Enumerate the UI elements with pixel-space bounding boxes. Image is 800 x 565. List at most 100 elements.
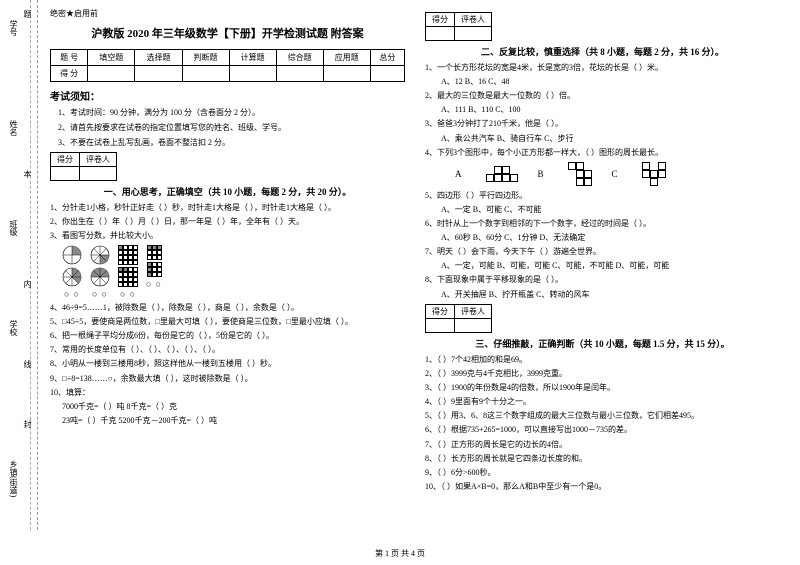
pie-1a [62, 245, 82, 265]
s3q2: 2、（ ）3999克与4千克相比，3999克重。 [425, 368, 780, 379]
s2q6: 6、时针从上一个数字到相邻的下一个数字，经过的时间是（ ）。 [425, 218, 780, 229]
s1q10: 10、填算： [50, 387, 405, 398]
sidebar-xiangzhen: 乡镇(街道) [8, 460, 19, 497]
mini1-c1: 得分 [51, 153, 80, 167]
fraction-shapes: ○ ○ ○ ○ ○ ○ ○ ○ [62, 245, 405, 299]
shape-C [642, 162, 666, 186]
s2q2: 2、最大的三位数是最大一位数的（ ）倍。 [425, 90, 780, 101]
s3q1: 1、（ ）7个42相加的和是69。 [425, 354, 780, 365]
s1q1: 1、分针走1小格，秒针正好走（ ）秒，时针走1大格是（ ），时针走1大格是（ ）… [50, 202, 405, 213]
score-header-row: 题 号 填空题 选择题 判断题 计算题 综合题 应用题 总分 [51, 50, 405, 66]
s3q8: 8、（ ）长方形的周长就是它四条边长度的和。 [425, 453, 780, 464]
s2q8: 8、下面现象中属于平移现象的是（ ）。 [425, 274, 780, 285]
mini2-c1: 得分 [426, 13, 455, 27]
s3q6: 6、（ ）根据735+265=1000，可以直接写出1000－735的差。 [425, 424, 780, 435]
notice-1: 1、考试时间：90 分钟，满分为 100 分（含卷面分 2 分）。 [50, 107, 405, 118]
perimeter-shapes: A B C [455, 162, 780, 186]
sidebar-banji: 班级 [8, 220, 19, 236]
score-table: 题 号 填空题 选择题 判断题 计算题 综合题 应用题 总分 得 分 [50, 49, 405, 82]
s1q7: 7、常用的长度单位有（ ）、（ ）、（ ）、（ ）、（ ）。 [50, 344, 405, 355]
grid-1b [118, 267, 138, 287]
s2q8o: A、开关抽屉 B、拧开瓶盖 C、转动的风车 [441, 289, 780, 300]
s3q7: 7、（ ）正方形的周长是它的边长的4倍。 [425, 439, 780, 450]
pie-2b [90, 267, 110, 287]
s1q10a: 7000千克=（ ）吨 8千克=（ ）克 [50, 401, 405, 412]
mini3-c1: 得分 [426, 304, 455, 318]
s3q10: 10、（ ）如果A×B=0，那么A和B中至少有一个是0。 [425, 481, 780, 492]
s1q8: 8、小明从一楼到三楼用8秒，照这样他从一楼到五楼用（ ）秒。 [50, 358, 405, 369]
pie-group-1: ○ ○ [62, 245, 82, 299]
sc-v3[interactable] [182, 66, 229, 82]
mini2-v1[interactable] [426, 27, 455, 41]
s3q3: 3、（ ）1900的年份数是4的倍数，所以1900年是闰年。 [425, 382, 780, 393]
sc-h1: 填空题 [88, 50, 135, 66]
s2q5o: A、一定 B、可能 C、不可能 [441, 204, 780, 215]
sc-v2[interactable] [135, 66, 182, 82]
sc-v5[interactable] [276, 66, 323, 82]
mini-score-1: 得分评卷人 [50, 152, 117, 181]
mini3-v1[interactable] [426, 318, 455, 332]
mini1-c2: 评卷人 [80, 153, 117, 167]
pie-group-2: ○ ○ [90, 245, 110, 299]
sc-h7: 总分 [370, 50, 404, 66]
s2q6o: A、60秒 B、60分 C、1分钟 D、无法确定 [441, 232, 780, 243]
sidebar-xuexiao: 学校 [8, 320, 19, 336]
sec3-title: 三、仔细推敲，正确判断（共 10 小题，每题 1.5 分，共 15 分）。 [425, 337, 780, 350]
grid-2a [147, 245, 162, 260]
s1q2: 2、你出生在（ ）年（ ）月（ ）日，那一年是（ ）年，全年有（ ）天。 [50, 216, 405, 227]
ohoh-2: ○ ○ [92, 289, 108, 299]
grid-group-2: ○ ○ [146, 245, 162, 299]
mini3-c2: 评卷人 [455, 304, 492, 318]
sc-v7[interactable] [370, 66, 404, 82]
notice-title: 考试须知： [50, 88, 405, 103]
binding-sidebar: 学号 姓名 班级 学校 乡镇(街道) 题 本 内 线 封 [0, 0, 38, 530]
pie-2a [90, 245, 110, 265]
marker-xian: 线 [22, 360, 33, 368]
sc-v4[interactable] [229, 66, 276, 82]
s2q7: 7、明天（ ）会下雨，今天下午（ ）游遍全世界。 [425, 246, 780, 257]
shape-B [568, 162, 592, 186]
s2q3o: A、乘公共汽车 B、骑自行车 C、步行 [441, 133, 780, 144]
shape-A [486, 166, 518, 182]
sc-h3: 判断题 [182, 50, 229, 66]
ohoh-3: ○ ○ [120, 289, 136, 299]
sc-h0: 题 号 [51, 50, 88, 66]
s1q3: 3、看图写分数，并比较大小。 [50, 230, 405, 241]
s1q4: 4、46÷9=5……1，被除数是（ ），除数是（ ），商是（ ），余数是（ ）。 [50, 302, 405, 313]
sec1-title: 一、用心思考，正确填空（共 10 小题，每题 2 分，共 20 分）。 [50, 185, 405, 198]
mini-score-2: 得分评卷人 [425, 12, 492, 41]
s1q9: 9、□÷8=138……○，余数最大填（ ），这时被除数是（ ）。 [50, 373, 405, 384]
mini2-c2: 评卷人 [455, 13, 492, 27]
grid-group-1: ○ ○ [118, 245, 138, 299]
s2q3: 3、爸爸3分钟打了210千米，他是（ ）。 [425, 118, 780, 129]
s2q7o: A、一定，可能 B、可能，可能 C、可能，不可能 D、可能，可能 [441, 260, 780, 271]
page-footer: 第 1 页 共 4 页 [0, 548, 800, 559]
page-container: 绝密★启用前 沪教版 2020 年三年级数学【下册】开学检测试题 附答案 题 号… [0, 0, 800, 530]
s1q10b: 23吨=（ ）千克 5200千克－200千克=（ ）吨 [50, 415, 405, 426]
s3q4: 4、（ ）9里面有9个十分之一。 [425, 396, 780, 407]
sec2-title: 二、反复比较，慎重选择（共 8 小题，每题 2 分，共 16 分）。 [425, 45, 780, 58]
marker-nei: 内 [22, 280, 33, 288]
labC: C [612, 169, 618, 179]
mini1-v2[interactable] [80, 167, 117, 181]
sidebar-xuehao: 学号 [8, 20, 19, 36]
sidebar-xingming: 姓名 [8, 120, 19, 136]
mini2-v2[interactable] [455, 27, 492, 41]
s3q5: 5、（ ）用3、6、8这三个数字组成的最大三位数与最小三位数，它们相差495。 [425, 410, 780, 421]
s2q1o: A、12 B、16 C、48 [441, 76, 780, 87]
labB: B [538, 169, 544, 179]
mini3-v2[interactable] [455, 318, 492, 332]
right-column: 得分评卷人 二、反复比较，慎重选择（共 8 小题，每题 2 分，共 16 分）。… [415, 8, 790, 530]
sc-v6[interactable] [323, 66, 370, 82]
notice-2: 2、请首先按要求在试卷的指定位置填写您的姓名、班级、学号。 [50, 122, 405, 133]
marker-ti: 题 [22, 10, 33, 18]
grid-1a [118, 245, 138, 265]
score-value-row: 得 分 [51, 66, 405, 82]
mini-score-3: 得分评卷人 [425, 304, 492, 333]
pie-1b [62, 267, 82, 287]
ohoh-4: ○ ○ [146, 279, 162, 289]
sc-h6: 应用题 [323, 50, 370, 66]
s2q2o: A、111 B、110 C、100 [441, 104, 780, 115]
sc-v1[interactable] [88, 66, 135, 82]
mini1-v1[interactable] [51, 167, 80, 181]
